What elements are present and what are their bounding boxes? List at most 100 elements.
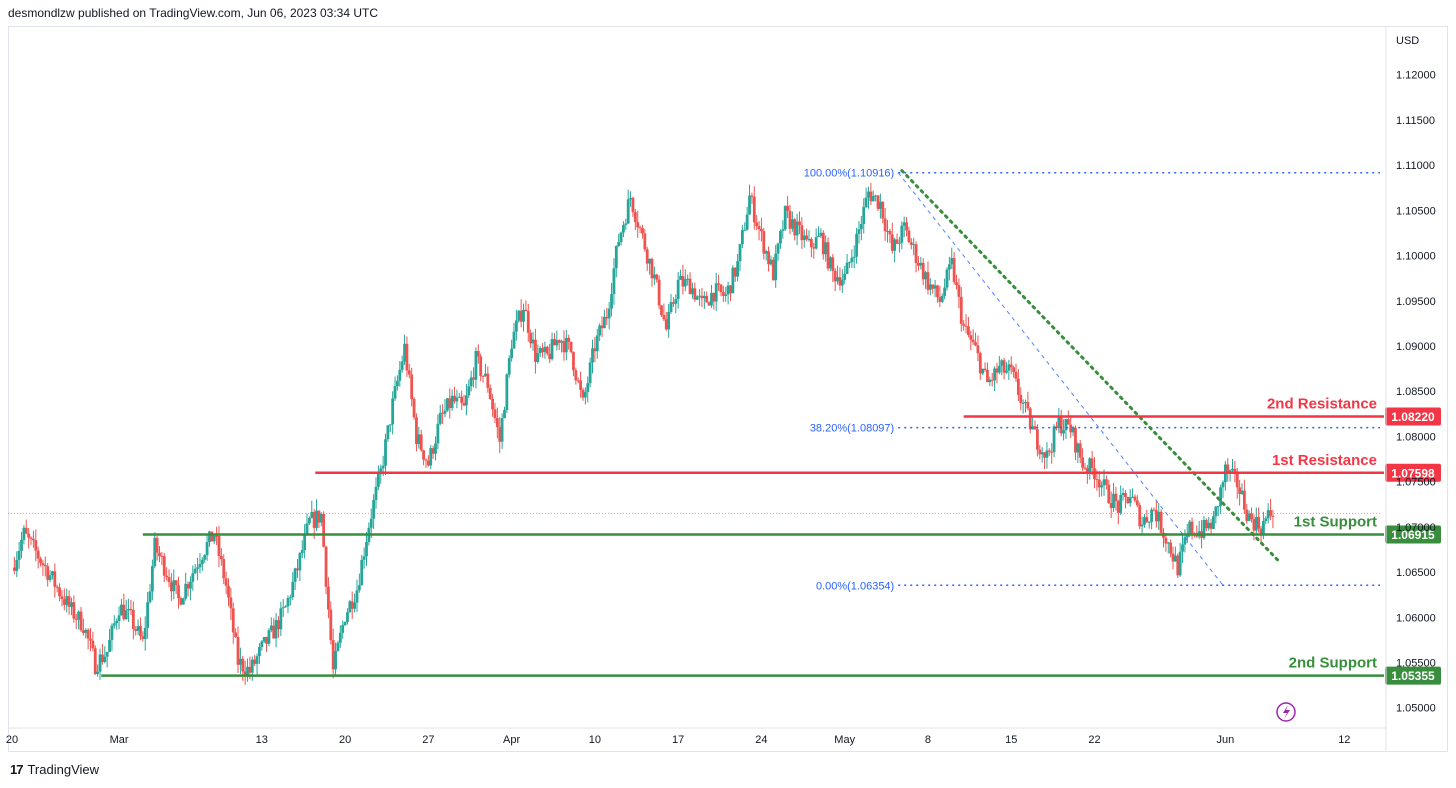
candle [262, 636, 266, 643]
candle-body [700, 295, 704, 299]
candle [591, 339, 594, 374]
candle-body [467, 386, 471, 396]
candle [569, 341, 573, 354]
candle [1169, 539, 1173, 558]
candle [474, 347, 478, 389]
candle-body [12, 567, 16, 571]
candle [755, 215, 759, 231]
candle-body [638, 227, 642, 229]
candle-body [531, 339, 535, 344]
candle-body [86, 629, 90, 639]
candle-body [1252, 519, 1256, 531]
candle [291, 572, 295, 601]
candle [105, 651, 109, 668]
candle [840, 269, 844, 293]
candle-body [1226, 464, 1230, 474]
candle-body [536, 353, 540, 362]
candle-body [943, 287, 947, 296]
candle [1024, 399, 1027, 413]
candle-body [969, 335, 973, 340]
x-tick-label: Jun [1216, 734, 1234, 746]
candle [767, 246, 770, 272]
candle-body [543, 346, 547, 353]
candle [70, 597, 73, 616]
candle [1069, 415, 1073, 439]
candle-body [426, 460, 430, 466]
candle-body [222, 559, 226, 579]
candle [272, 618, 276, 639]
candle [1190, 517, 1194, 540]
candle-body [855, 233, 858, 257]
candle [396, 375, 399, 391]
candle [726, 281, 730, 305]
candle [436, 414, 440, 450]
candle-body [1078, 443, 1082, 458]
level-price-label: 1.08220 [1391, 410, 1435, 424]
candle [507, 355, 511, 378]
candle-body [724, 294, 728, 296]
candle-body [760, 228, 763, 232]
candle [400, 355, 404, 373]
candle-body [48, 575, 52, 580]
candle [127, 598, 130, 622]
candle [974, 332, 977, 347]
candle [486, 366, 490, 393]
candle-body [888, 230, 892, 235]
candle-body [457, 396, 461, 398]
candle [193, 563, 197, 574]
candle-body [360, 559, 364, 586]
candle-body [940, 295, 944, 302]
candle [1047, 448, 1051, 456]
candle-body [431, 448, 435, 454]
candle [198, 553, 202, 574]
candle [419, 429, 423, 452]
candle-body [1085, 468, 1089, 473]
candle-body [172, 580, 176, 592]
candle-body [736, 261, 740, 277]
candle-body [376, 473, 380, 487]
candle-body [303, 533, 307, 550]
candle-body [405, 343, 409, 371]
candle [1173, 546, 1177, 562]
candle [557, 339, 561, 351]
candle [79, 606, 83, 633]
candle [98, 648, 102, 680]
candle-body [1264, 518, 1268, 522]
candle-body [495, 418, 499, 428]
candle [1076, 442, 1080, 463]
candle [1005, 362, 1008, 374]
candle-body [476, 350, 480, 357]
level-price-label: 1.05355 [1391, 669, 1435, 683]
candle [514, 309, 518, 341]
candle-body [1014, 371, 1018, 379]
candle [353, 593, 356, 613]
candle-body [576, 380, 580, 382]
candle-body [1005, 370, 1008, 373]
candle-body [229, 597, 233, 609]
candle-body [1190, 521, 1194, 534]
candle-body [369, 518, 373, 528]
x-tick-label: 15 [1005, 734, 1017, 746]
y-tick-label: 1.07000 [1396, 522, 1436, 534]
candle-body [674, 299, 678, 304]
level-price-label: 1.07598 [1391, 466, 1435, 480]
candle-body [1254, 517, 1258, 531]
candle [115, 618, 119, 630]
candle [510, 339, 514, 362]
level-name: 2nd Support [1289, 655, 1377, 672]
candle-body [131, 610, 135, 629]
candle [857, 221, 861, 244]
candle-body [424, 459, 428, 461]
candle-body [503, 410, 506, 419]
candle-body [809, 238, 813, 248]
candle-body [272, 625, 276, 639]
candle-body [683, 279, 687, 287]
candle-body [1105, 479, 1108, 485]
candle-body [945, 269, 949, 288]
candle-body [155, 537, 159, 553]
candle [241, 656, 245, 681]
y-tick-label: 1.08000 [1396, 431, 1436, 443]
candle-body [660, 305, 663, 316]
candle-body [743, 229, 747, 231]
